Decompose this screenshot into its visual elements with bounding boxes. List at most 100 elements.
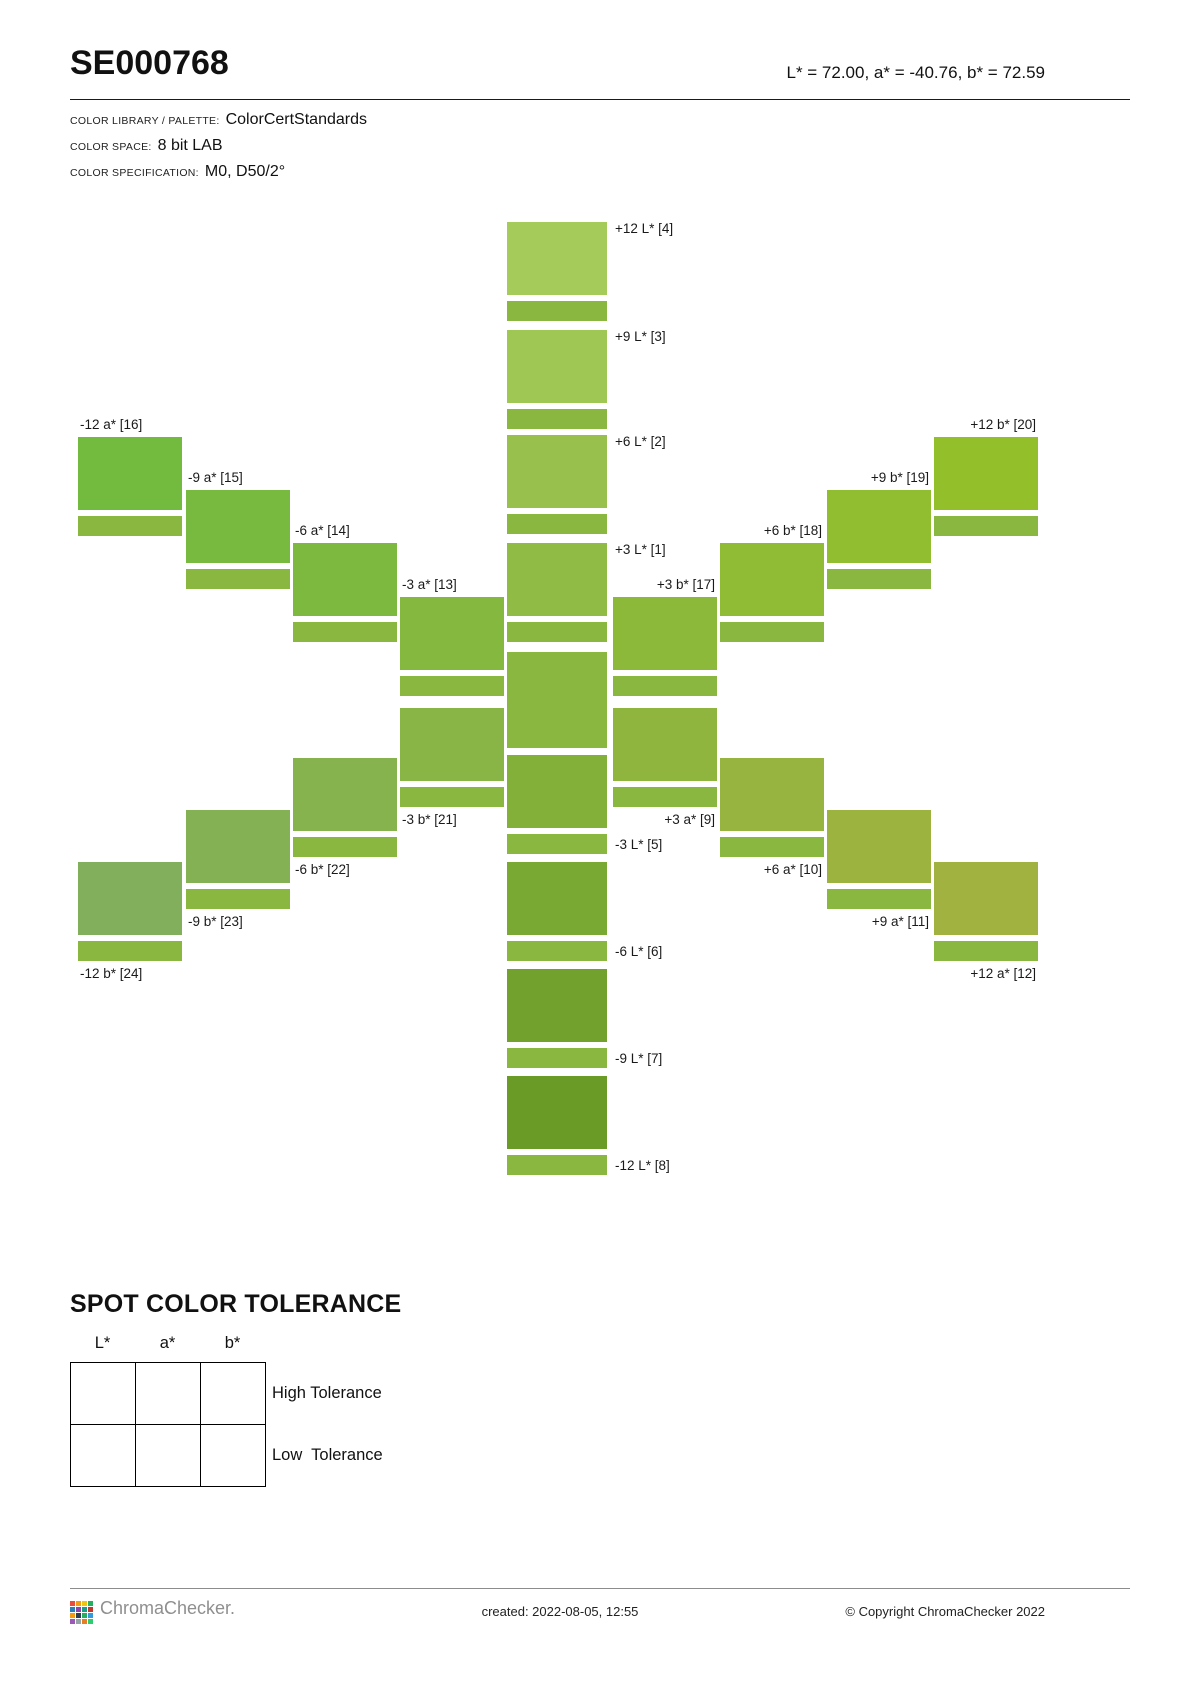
tolerance-row-label-high: High Tolerance: [272, 1384, 382, 1402]
patch-label-9: +3 a* [9]: [664, 812, 715, 827]
patch-label-4: +12 L* [4]: [615, 221, 674, 236]
base-reference-strip-1: [507, 622, 607, 642]
meta-row-color-space: COLOR SPACE: 8 bit LAB: [70, 137, 367, 155]
patch-label-8: -12 L* [8]: [615, 1158, 670, 1173]
color-patch-17: [613, 597, 717, 670]
color-patch-22: [293, 758, 397, 831]
chromachecker-logo-text: ChromaChecker.: [100, 1598, 236, 1618]
color-patch-11: [827, 810, 931, 883]
tolerance-cell-high-a: [136, 1363, 201, 1425]
logo-mosaic-square-4: [70, 1607, 75, 1612]
chromachecker-logo-icon: [70, 1601, 93, 1624]
base-reference-strip-23: [186, 889, 290, 909]
color-patch-20: [934, 437, 1038, 510]
base-reference-strip-4: [507, 301, 607, 321]
base-reference-strip-19: [827, 569, 931, 589]
base-reference-strip-7: [507, 1048, 607, 1068]
footer-divider: [70, 1588, 1130, 1589]
logo-mosaic-square-12: [70, 1619, 75, 1624]
color-patch-19: [827, 490, 931, 563]
tolerance-column-header-b: b*: [224, 1334, 241, 1352]
color-space-value: 8 bit LAB: [157, 137, 223, 154]
color-patch-14: [293, 543, 397, 616]
base-reference-strip-15: [186, 569, 290, 589]
tolerance-table: [70, 1362, 266, 1487]
logo-mosaic-square-13: [76, 1619, 81, 1624]
header-divider: [70, 99, 1130, 100]
patch-label-16: -12 a* [16]: [80, 417, 143, 432]
patch-label-23: -9 b* [23]: [188, 914, 243, 929]
base-reference-strip-22: [293, 837, 397, 857]
logo-mosaic-square-9: [76, 1613, 81, 1618]
patch-label-3: +9 L* [3]: [615, 329, 666, 344]
patch-label-22: -6 b* [22]: [295, 862, 350, 877]
patch-label-5: -3 L* [5]: [615, 837, 663, 852]
color-metadata: COLOR LIBRARY / PALETTE: ColorCertStanda…: [70, 111, 367, 189]
center-color-patch: [507, 652, 607, 748]
tolerance-row-label-low: Low Tolerance: [272, 1446, 383, 1464]
color-patch-23: [186, 810, 290, 883]
meta-row-palette: COLOR LIBRARY / PALETTE: ColorCertStanda…: [70, 111, 367, 129]
color-patch-21: [400, 708, 504, 781]
lab-summary: L* = 72.00, a* = -40.76, b* = 72.59: [786, 63, 1045, 82]
logo-mosaic-square-15: [88, 1619, 93, 1624]
color-patch-18: [720, 543, 824, 616]
logo-mosaic-square-1: [76, 1601, 81, 1606]
created-timestamp: created: 2022-08-05, 12:55: [481, 1604, 639, 1619]
patch-label-21: -3 b* [21]: [402, 812, 457, 827]
color-patch-16: [78, 437, 182, 510]
base-reference-strip-10: [720, 837, 824, 857]
base-reference-strip-18: [720, 622, 824, 642]
copyright-notice: © Copyright ChromaChecker 2022: [845, 1604, 1045, 1619]
patch-label-24: -12 b* [24]: [80, 966, 143, 981]
tolerance-cell-high-L: [71, 1363, 136, 1425]
color-patch-12: [934, 862, 1038, 935]
color-patch-15: [186, 490, 290, 563]
color-patch-6: [507, 862, 607, 935]
base-reference-strip-5: [507, 834, 607, 854]
patch-label-7: -9 L* [7]: [615, 1051, 663, 1066]
base-reference-strip-13: [400, 676, 504, 696]
logo-mosaic-square-11: [88, 1613, 93, 1618]
base-reference-strip-14: [293, 622, 397, 642]
color-patch-24: [78, 862, 182, 935]
patch-label-18: +6 b* [18]: [763, 523, 822, 538]
patch-label-13: -3 a* [13]: [402, 577, 457, 592]
logo-mosaic-square-0: [70, 1601, 75, 1606]
color-space-label: COLOR SPACE:: [70, 141, 152, 153]
base-reference-strip-24: [78, 941, 182, 961]
palette-label: COLOR LIBRARY / PALETTE:: [70, 115, 220, 127]
base-reference-strip-3: [507, 409, 607, 429]
color-patch-7: [507, 969, 607, 1042]
logo-mosaic-square-14: [82, 1619, 87, 1624]
patch-label-14: -6 a* [14]: [295, 523, 350, 538]
logo-mosaic-square-8: [70, 1613, 75, 1618]
specification-label: COLOR SPECIFICATION:: [70, 167, 199, 179]
logo-mosaic-square-6: [82, 1607, 87, 1612]
tolerance-cell-low-L: [71, 1425, 136, 1487]
color-patch-9: [613, 708, 717, 781]
base-reference-strip-8: [507, 1155, 607, 1175]
base-reference-strip-20: [934, 516, 1038, 536]
tolerance-column-header-a: a*: [159, 1334, 176, 1352]
base-reference-strip-9: [613, 787, 717, 807]
tolerance-heading: SPOT COLOR TOLERANCE: [70, 1290, 402, 1318]
base-reference-strip-11: [827, 889, 931, 909]
meta-row-specification: COLOR SPECIFICATION: M0, D50/2°: [70, 163, 367, 181]
patch-label-6: -6 L* [6]: [615, 944, 663, 959]
palette-value: ColorCertStandards: [225, 111, 367, 128]
patch-label-2: +6 L* [2]: [615, 434, 666, 449]
base-reference-strip-21: [400, 787, 504, 807]
tolerance-cell-low-a: [136, 1425, 201, 1487]
patch-label-10: +6 a* [10]: [763, 862, 822, 877]
base-reference-strip-16: [78, 516, 182, 536]
logo-mosaic-square-10: [82, 1613, 87, 1618]
base-reference-strip-17: [613, 676, 717, 696]
logo-mosaic-square-2: [82, 1601, 87, 1606]
logo-mosaic-square-5: [76, 1607, 81, 1612]
specification-value: M0, D50/2°: [204, 163, 286, 180]
patch-label-1: +3 L* [1]: [615, 542, 666, 557]
color-patch-13: [400, 597, 504, 670]
tolerance-column-header-L: L*: [94, 1334, 111, 1352]
